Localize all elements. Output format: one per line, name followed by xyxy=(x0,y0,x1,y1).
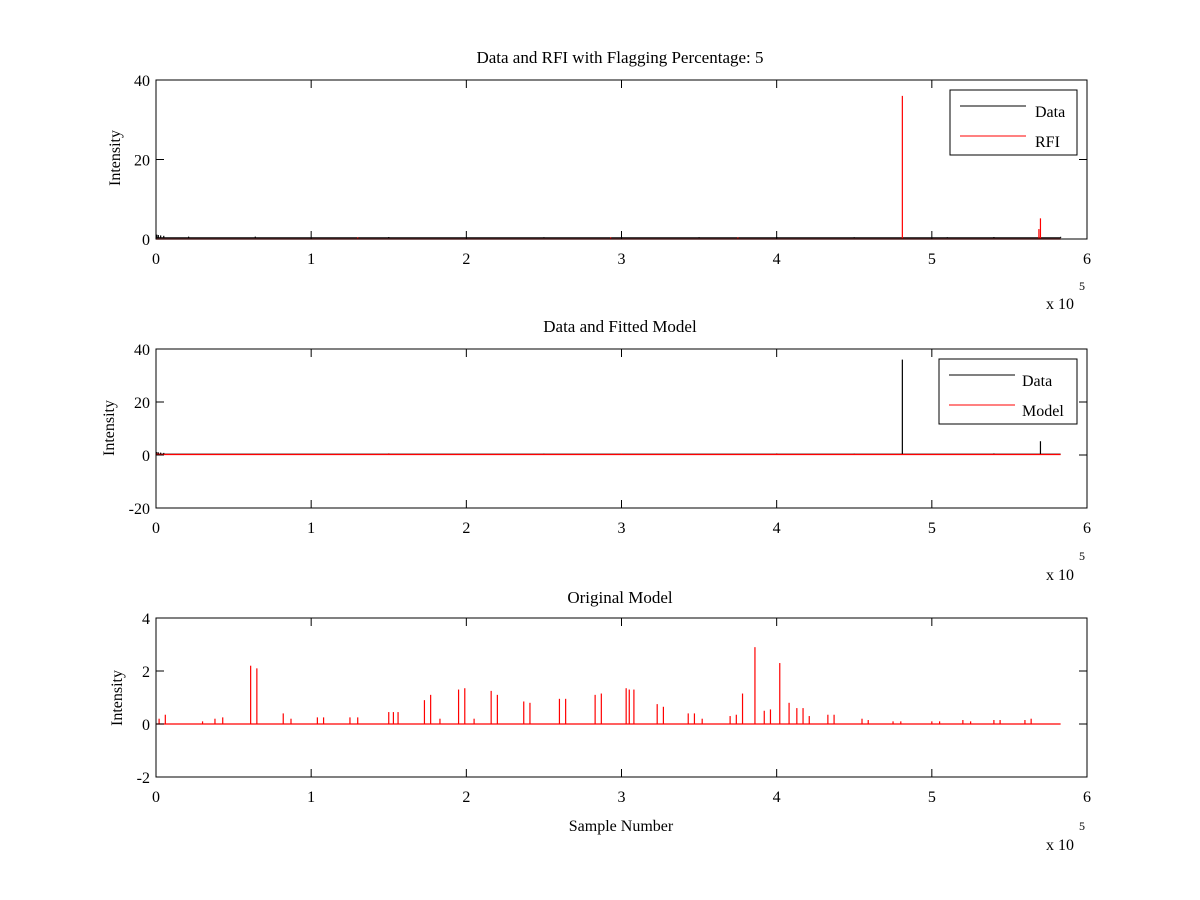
x-tick-label: 1 xyxy=(307,789,315,806)
x-tick-label: 4 xyxy=(773,520,781,537)
x-tick-label: 1 xyxy=(307,251,315,268)
x-tick-label: 3 xyxy=(618,520,626,537)
x-tick-label: 0 xyxy=(152,251,160,268)
x-tick-label: 6 xyxy=(1083,251,1091,268)
series-model-2 xyxy=(156,453,1061,456)
y-tick-label: 40 xyxy=(134,342,150,359)
y-tick-label: 40 xyxy=(134,73,150,90)
subplot-2-xticks: 0 1 2 3 4 5 6 xyxy=(152,349,1091,537)
y-tick-label: 0 xyxy=(142,232,150,249)
subplot-3-ylabel: Intensity xyxy=(109,670,126,726)
x-tick-label: 0 xyxy=(152,520,160,537)
y-tick-label: 0 xyxy=(142,448,150,465)
x-tick-label: 5 xyxy=(928,789,936,806)
subplot-3-x-exponent-power: 5 xyxy=(1079,819,1085,833)
subplot-1: Data and RFI with Flagging Percentage: 5… xyxy=(107,48,1091,313)
x-tick-label: 1 xyxy=(307,520,315,537)
y-tick-label: 2 xyxy=(142,664,150,681)
subplot-2-legend: Data Model xyxy=(938,358,1078,425)
subplot-2: Data and Fitted Model Intensity -2002040… xyxy=(101,317,1091,584)
subplot-3-xlabel: Sample Number xyxy=(569,818,674,835)
subplot-1-ylabel: Intensity xyxy=(107,130,124,186)
y-tick-label: 20 xyxy=(134,153,150,170)
subplot-1-legend-label-data: Data xyxy=(1035,104,1065,121)
x-tick-label: 6 xyxy=(1083,520,1091,537)
subplot-1-legend-label-rfi: RFI xyxy=(1035,134,1060,151)
subplot-2-legend-box xyxy=(938,358,1078,425)
subplot-1-x-exponent: x 10 xyxy=(1046,296,1074,313)
subplot-2-x-exponent: x 10 xyxy=(1046,567,1074,584)
x-tick-label: 6 xyxy=(1083,789,1091,806)
subplot-1-xticks: 0 1 2 3 4 5 6 xyxy=(152,80,1091,268)
x-tick-label: 3 xyxy=(618,789,626,806)
subplot-3-title: Original Model xyxy=(567,588,673,607)
subplot-2-legend-label-data: Data xyxy=(1022,373,1052,390)
subplot-1-legend: Data RFI xyxy=(949,89,1078,156)
y-tick-label: -2 xyxy=(137,770,150,787)
subplot-3-x-exponent: x 10 xyxy=(1046,837,1074,854)
subplot-3-xticks: 0 1 2 3 4 5 6 xyxy=(152,618,1091,806)
subplot-1-x-exponent-power: 5 xyxy=(1079,279,1085,293)
x-tick-label: 0 xyxy=(152,789,160,806)
x-tick-label: 2 xyxy=(462,789,470,806)
subplot-2-ylabel: Intensity xyxy=(101,400,118,456)
subplot-2-yticks: -20 0 20 40 xyxy=(129,342,1087,518)
subplot-3-plot-area xyxy=(155,617,1088,778)
x-tick-label: 5 xyxy=(928,251,936,268)
series-model-3 xyxy=(156,647,1061,725)
x-tick-label: 2 xyxy=(462,520,470,537)
y-tick-label: 20 xyxy=(134,395,150,412)
subplot-2-legend-label-model: Model xyxy=(1022,403,1064,420)
x-tick-label: 2 xyxy=(462,251,470,268)
x-tick-label: 3 xyxy=(618,251,626,268)
subplot-2-x-exponent-power: 5 xyxy=(1079,549,1085,563)
x-tick-label: 4 xyxy=(773,251,781,268)
y-tick-label: 4 xyxy=(142,611,150,628)
subplot-1-title: Data and RFI with Flagging Percentage: 5 xyxy=(476,48,763,67)
y-tick-label: -20 xyxy=(129,501,150,518)
x-tick-label: 5 xyxy=(928,520,936,537)
y-tick-label: 0 xyxy=(142,717,150,734)
subplot-1-legend-box xyxy=(949,89,1078,156)
x-tick-label: 4 xyxy=(773,789,781,806)
subplot-1-yticks: 0 20 40 xyxy=(134,73,1087,249)
subplot-3-yticks: -2 0 2 4 xyxy=(137,611,1087,787)
subplot-2-title: Data and Fitted Model xyxy=(543,317,697,336)
